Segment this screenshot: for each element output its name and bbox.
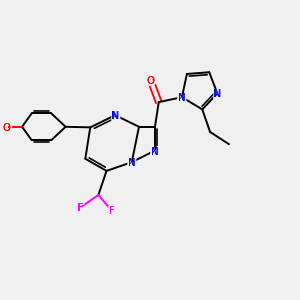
Text: F: F	[109, 206, 114, 216]
Text: N: N	[128, 158, 135, 168]
Text: F: F	[76, 202, 85, 216]
Text: O: O	[145, 75, 157, 89]
Text: N: N	[214, 89, 221, 99]
Text: N: N	[176, 92, 188, 106]
Text: F: F	[78, 203, 83, 214]
Text: F: F	[107, 205, 116, 219]
Text: O: O	[146, 76, 155, 86]
Text: N: N	[151, 147, 159, 157]
Text: N: N	[111, 111, 119, 121]
Text: N: N	[151, 147, 159, 157]
Text: N: N	[110, 110, 121, 124]
Text: O: O	[2, 123, 10, 133]
Text: N: N	[149, 145, 161, 159]
Text: F: F	[109, 206, 114, 216]
Text: N: N	[128, 158, 136, 168]
Text: N: N	[178, 93, 186, 103]
Text: F: F	[77, 203, 83, 214]
Text: N: N	[126, 157, 138, 171]
Text: N: N	[178, 93, 186, 103]
Text: N: N	[112, 111, 119, 121]
Text: O: O	[0, 121, 12, 135]
Text: O: O	[2, 123, 10, 133]
Text: N: N	[214, 89, 221, 99]
Text: N: N	[212, 88, 223, 102]
Text: O: O	[147, 76, 154, 86]
